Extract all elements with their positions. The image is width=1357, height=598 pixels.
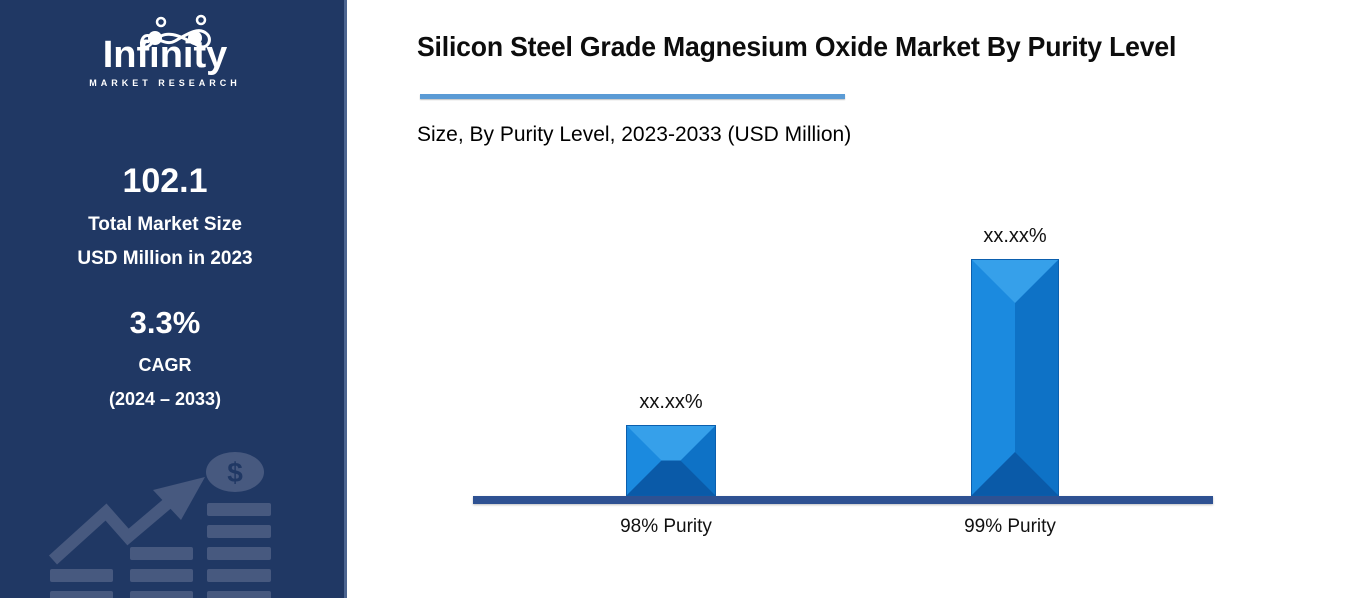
sidebar: Infinity MARKET RESEARCH 102.1 Total Mar… (0, 0, 347, 598)
stat-value: 3.3% (129, 305, 201, 340)
stat-label-line1: CAGR (138, 355, 192, 376)
chart-subtitle: Size, By Purity Level, 2023-2033 (USD Mi… (417, 123, 852, 146)
x-axis-line (473, 496, 1213, 504)
money-growth-icon: $ (48, 452, 271, 598)
bar-99-purity (971, 259, 1059, 496)
dollar-icon: $ (206, 452, 264, 492)
infinity-icon (140, 14, 212, 49)
stat-total-market-size: 102.1 Total Market Size USD Million in 2… (0, 162, 330, 270)
bar-98-purity (626, 425, 716, 496)
category-label-98-purity: 98% Purity (620, 516, 712, 537)
category-label-99-purity: 99% Purity (964, 516, 1056, 537)
stat-label-line1: Total Market Size (88, 214, 242, 236)
title-underline (420, 94, 845, 99)
page-title: Silicon Steel Grade Magnesium Oxide Mark… (417, 31, 1177, 62)
stat-value: 102.1 (122, 162, 208, 200)
bar-value-label-99-purity: xx.xx% (983, 225, 1047, 247)
brand-tagline: MARKET RESEARCH (89, 78, 241, 88)
svg-text:$: $ (227, 457, 243, 488)
stat-cagr: 3.3% CAGR (2024 – 2033) (0, 305, 330, 410)
stat-label-line2: USD Million in 2023 (77, 248, 253, 270)
main-panel: Silicon Steel Grade Magnesium Oxide Mark… (347, 0, 1357, 598)
stat-label-line2: (2024 – 2033) (108, 389, 222, 410)
bar-value-label-98-purity: xx.xx% (639, 391, 703, 413)
bar-chart: xx.xx% 98% Purity xx.xx% 99% Purity (347, 0, 1357, 598)
logo: Infinity MARKET RESEARCH (0, 14, 330, 91)
